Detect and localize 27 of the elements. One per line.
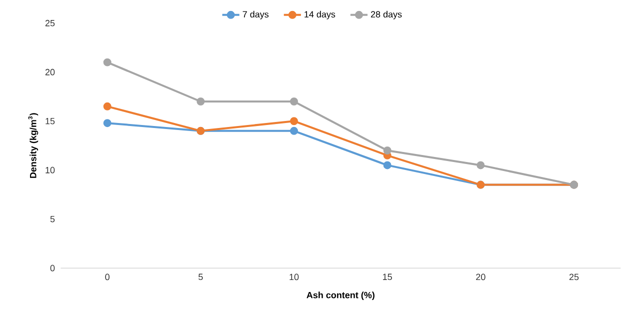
point [290,126,298,135]
y-tick-label: 20 [45,68,55,76]
point [383,161,392,170]
legend-label: 14 days [304,10,336,20]
y-tick-label: 15 [46,118,55,124]
x-tick-label: 15 [383,274,392,280]
point [196,98,205,106]
point [103,58,112,66]
y-tick-label: 5 [50,216,55,222]
point [103,102,112,110]
point [290,117,298,126]
y-tick-label: 0 [50,264,55,272]
x-axis-title: Ash content (%) [306,292,374,300]
x-tick-label: 10 [290,274,299,280]
point [290,98,298,106]
legend-label: 28 days [370,10,402,20]
point [476,161,485,170]
point [103,119,112,128]
legend-label: 7 days [242,10,269,20]
x-tick-label: 25 [569,274,579,280]
y-axis-title: Density (kg/m$^{3}$) [28,113,38,178]
point [383,146,392,155]
x-tick-label: 20 [476,274,486,280]
x-tick-label: 5 [198,274,203,280]
x-tick-label: 0 [105,274,110,280]
y-tick-label: 10 [46,166,55,174]
y-tick-label: 25 [45,20,55,26]
